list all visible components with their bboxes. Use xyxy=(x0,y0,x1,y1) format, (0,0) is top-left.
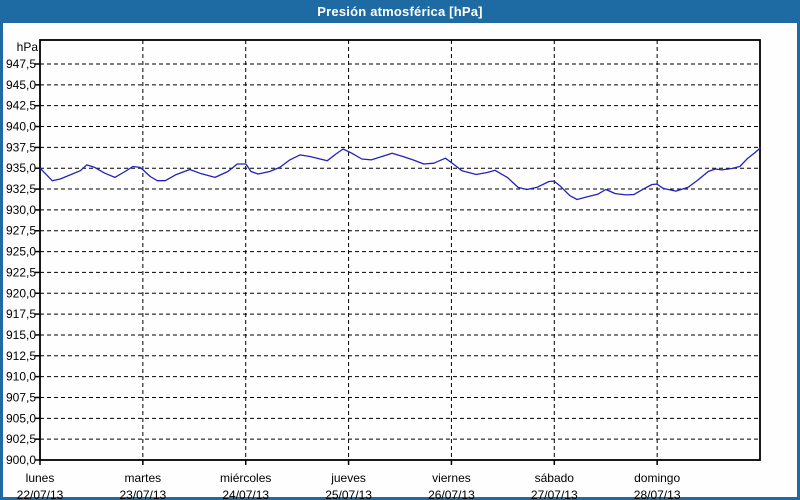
day-name-label: jueves xyxy=(330,471,366,485)
y-tick-label: 912,5 xyxy=(6,349,36,363)
day-date-label: 28/07/13 xyxy=(634,488,681,500)
day-name-label: lunes xyxy=(26,471,55,485)
day-date-label: 22/07/13 xyxy=(17,488,64,500)
pressure-line xyxy=(39,147,761,201)
y-tick-label: 937,5 xyxy=(6,140,36,154)
y-tick-label: 935,0 xyxy=(6,161,36,175)
y-tick-label: 925,0 xyxy=(6,245,36,259)
day-date-label: 23/07/13 xyxy=(119,488,166,500)
y-tick-label: 927,5 xyxy=(6,224,36,238)
y-tick-label: 947,5 xyxy=(6,57,36,71)
y-tick-label: 902,5 xyxy=(6,432,36,446)
y-axis-unit-label: hPa xyxy=(17,40,39,54)
title-bar: Presión atmosférica [hPa] xyxy=(0,0,800,23)
day-date-label: 26/07/13 xyxy=(428,488,475,500)
y-tick-label: 910,0 xyxy=(6,370,36,384)
y-tick-label: 930,0 xyxy=(6,203,36,217)
day-name-label: domingo xyxy=(634,471,680,485)
y-tick-label: 932,5 xyxy=(6,182,36,196)
day-name-label: martes xyxy=(125,471,162,485)
day-name-label: sábado xyxy=(535,471,575,485)
chart-frame xyxy=(0,23,800,500)
y-tick-label: 905,0 xyxy=(6,411,36,425)
day-name-label: viernes xyxy=(432,471,471,485)
day-name-label: miércoles xyxy=(220,471,271,485)
day-date-label: 24/07/13 xyxy=(222,488,269,500)
chart-title: Presión atmosférica [hPa] xyxy=(317,4,483,19)
plot-border xyxy=(39,39,761,461)
pressure-chart: 947,5 945,0 942,5 940,0 937,5 935,0 932,5 930,0… xyxy=(6,39,761,500)
day-date-label: 25/07/13 xyxy=(325,488,372,500)
y-tick-label: 917,5 xyxy=(6,307,36,321)
y-tick-label: 900,0 xyxy=(6,453,36,467)
y-tick-label: 922,5 xyxy=(6,265,36,279)
y-tick-label: 940,0 xyxy=(6,120,36,134)
y-tick-label: 945,0 xyxy=(6,78,36,92)
y-tick-label: 915,0 xyxy=(6,328,36,342)
y-tick-label: 907,5 xyxy=(6,390,36,404)
y-tick-label: 920,0 xyxy=(6,286,36,300)
day-date-label: 27/07/13 xyxy=(531,488,578,500)
y-tick-label: 942,5 xyxy=(6,99,36,113)
